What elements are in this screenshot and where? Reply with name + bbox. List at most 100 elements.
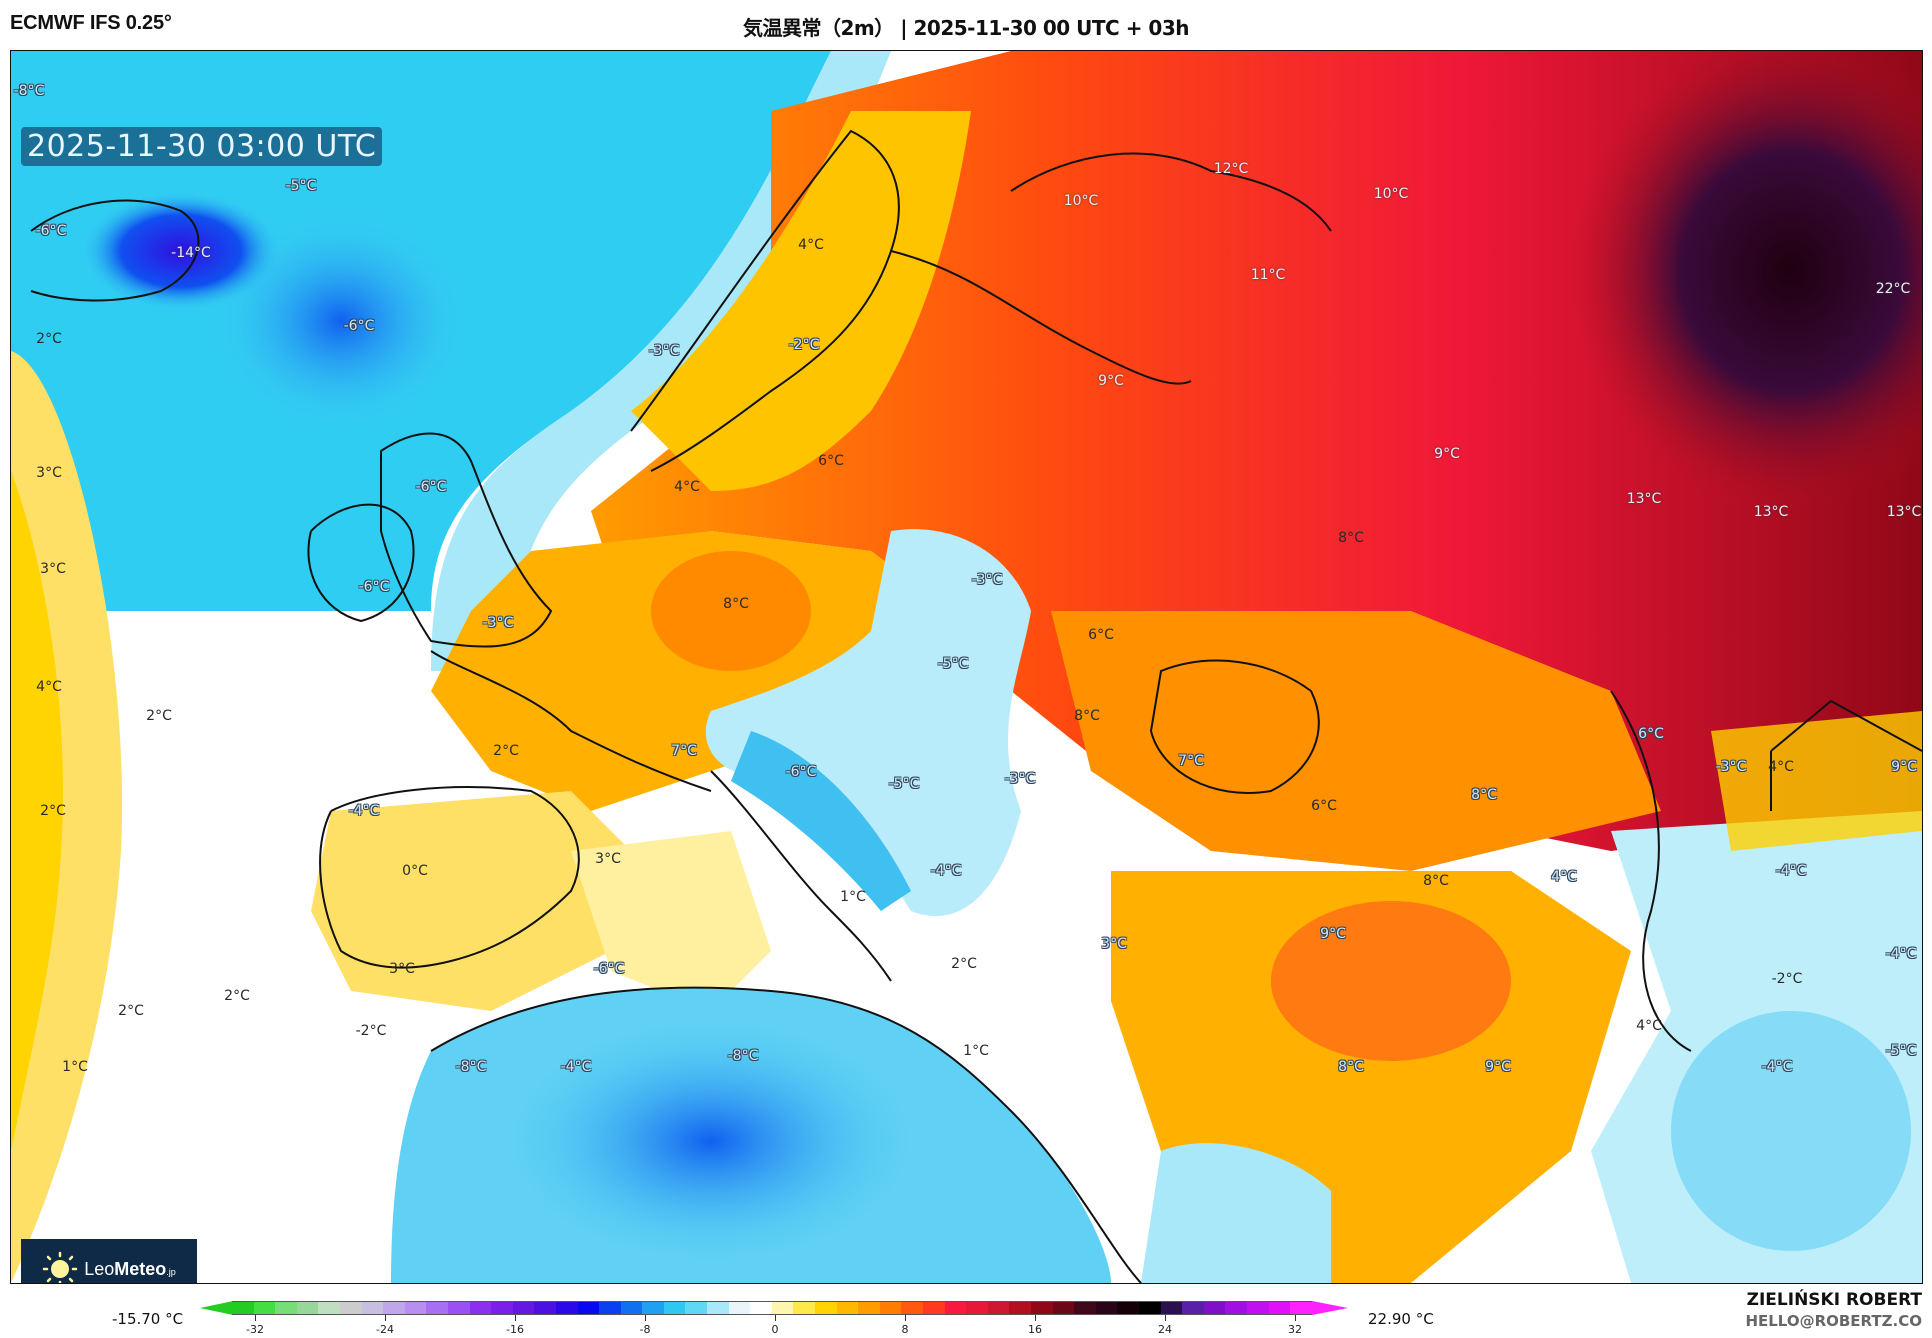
colorbar-swatch	[426, 1302, 448, 1314]
temperature-label: -5°C	[937, 656, 969, 672]
temperature-label: 2°C	[224, 988, 250, 1004]
colorbar-swatch	[491, 1302, 513, 1314]
author-name: ZIELIŃSKI ROBERT	[1746, 1290, 1922, 1310]
colorbar-swatch	[1268, 1302, 1291, 1314]
temperature-label: -6°C	[785, 764, 817, 780]
colorbar-tick-label: 8	[901, 1323, 909, 1336]
colorbar-tick-label: -32	[246, 1323, 264, 1336]
max-value-label: 22.90 °C	[1368, 1310, 1434, 1328]
sun-icon	[42, 1251, 78, 1283]
temperature-label: 8°C	[1423, 873, 1449, 889]
colorbar-tick	[515, 1315, 516, 1321]
colorbar-tick-label: -24	[376, 1323, 394, 1336]
colorbar-swatch	[404, 1302, 427, 1314]
colorbar-swatch	[858, 1302, 880, 1314]
colorbar-swatch	[1074, 1302, 1096, 1314]
temperature-label: -8°C	[13, 83, 45, 99]
colorbar-swatch	[512, 1302, 535, 1314]
author-credit: ZIELIŃSKI ROBERT HELLO@ROBERTZ.CO	[1745, 1290, 1922, 1330]
colorbar-swatch	[642, 1302, 664, 1314]
temperature-label: -3°C	[482, 615, 514, 631]
leometeo-logo[interactable]: LeoMeteo.jp	[21, 1239, 197, 1283]
temperature-label: -3°C	[971, 572, 1003, 588]
colorbar-swatch	[577, 1302, 600, 1314]
colorbar-swatch	[1225, 1302, 1247, 1314]
colorbar-swatch	[1095, 1302, 1118, 1314]
temperature-label: -5°C	[1885, 1043, 1917, 1059]
temperature-label: 4°C	[36, 679, 62, 695]
colorbar-swatch	[1009, 1302, 1031, 1314]
colorbar-swatch	[793, 1302, 816, 1314]
colorbar-swatch	[1160, 1302, 1183, 1314]
colorbar: -32 -24 -16 -8 0 8 16 24 32	[0, 1290, 1932, 1338]
temperature-label: 1°C	[62, 1059, 88, 1075]
colorbar-swatch	[901, 1302, 923, 1314]
colorbar-swatch	[728, 1302, 751, 1314]
colorbar-tick	[775, 1315, 776, 1321]
temperature-label: 10°C	[1373, 186, 1409, 202]
model-name: ECMWF IFS 0.25°	[10, 12, 172, 34]
temperature-label: -4°C	[560, 1059, 592, 1075]
colorbar-swatch	[987, 1302, 1010, 1314]
temperature-label: -14°C	[171, 245, 211, 261]
colorbar-tick-label: 32	[1288, 1323, 1302, 1336]
colorbar-swatch	[1182, 1302, 1204, 1314]
temperature-label: 9°C	[1098, 373, 1124, 389]
colorbar-swatch	[361, 1302, 384, 1314]
colorbar-swatch	[469, 1302, 492, 1314]
colorbar-gradient	[232, 1301, 1312, 1315]
temperature-label: 9°C	[1485, 1059, 1511, 1075]
temperature-label: -6°C	[35, 223, 67, 239]
colorbar-swatch	[1138, 1302, 1161, 1314]
temperature-label: 6°C	[1311, 798, 1337, 814]
colorbar-tick-label: 0	[771, 1323, 779, 1336]
temperature-label: -4°C	[1775, 863, 1807, 879]
colorbar-swatch	[750, 1302, 772, 1314]
colorbar-swatch	[879, 1302, 902, 1314]
temperature-label: 22°C	[1875, 281, 1911, 297]
temperature-label: 6°C	[818, 453, 844, 469]
colorbar-tick-label: 24	[1158, 1323, 1172, 1336]
min-value-label: -15.70 °C	[112, 1310, 184, 1328]
colorbar-swatch	[599, 1302, 621, 1314]
colorbar-swatch	[275, 1302, 297, 1314]
temperature-label: 13°C	[1626, 491, 1662, 507]
colorbar-swatch	[836, 1302, 859, 1314]
colorbar-tick	[385, 1315, 386, 1321]
temperature-label: 13°C	[1886, 504, 1922, 520]
temperature-anomaly-map[interactable]: 2025-11-30 03:00 UTC -8°C -6°C -14°C -5°C -6…	[10, 50, 1923, 1284]
temperature-label: 0°C	[402, 863, 428, 879]
temperature-label: 4°C	[674, 479, 700, 495]
colorbar-max-arrow	[1312, 1301, 1348, 1315]
temperature-label: 8°C	[1471, 787, 1497, 803]
colorbar-tick-label: -8	[639, 1323, 651, 1336]
colorbar-swatch	[771, 1302, 794, 1314]
temperature-label: 3°C	[36, 465, 62, 481]
temperature-label: 8°C	[723, 596, 749, 612]
temperature-label: 3°C	[595, 851, 621, 867]
temperature-label: 12°C	[1213, 161, 1249, 177]
logo-text: LeoMeteo.jp	[84, 1258, 176, 1279]
colorbar-tick-label: -16	[506, 1323, 524, 1336]
colorbar-swatch	[318, 1302, 340, 1314]
valid-time-label: 2025-11-30 03:00 UTC	[21, 127, 383, 166]
colorbar-min-arrow	[200, 1301, 233, 1315]
colorbar-swatch	[232, 1302, 254, 1314]
temperature-label: 2°C	[40, 803, 66, 819]
colorbar-swatch	[1246, 1302, 1269, 1314]
temperature-label: -2°C	[1771, 971, 1803, 987]
temperature-label: -6°C	[343, 318, 375, 334]
temperature-label: 3°C	[40, 561, 66, 577]
temperature-label: -4°C	[930, 863, 962, 879]
colorbar-swatch	[663, 1302, 686, 1314]
temperature-label: -3°C	[1004, 771, 1036, 787]
temperature-label: -3°C	[648, 343, 680, 359]
author-email[interactable]: HELLO@ROBERTZ.CO	[1745, 1312, 1922, 1330]
temperature-label: -3°C	[1715, 759, 1747, 775]
colorbar-swatch	[1052, 1302, 1075, 1314]
temperature-label: -8°C	[727, 1048, 759, 1064]
temperature-label: 10°C	[1063, 193, 1099, 209]
colorbar-swatch	[707, 1302, 729, 1314]
colorbar-swatch	[253, 1302, 276, 1314]
temperature-label: -4°C	[1885, 946, 1917, 962]
